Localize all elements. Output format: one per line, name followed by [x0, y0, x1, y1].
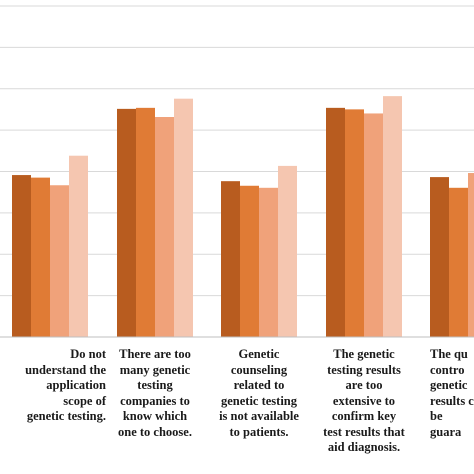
bar [364, 113, 383, 337]
category-label: Do not understand the application scope … [25, 347, 106, 423]
bar [174, 98, 193, 338]
bar [468, 173, 474, 337]
bar [383, 96, 402, 337]
bar [430, 177, 449, 337]
bar [278, 165, 297, 337]
bar [136, 107, 155, 337]
bar [449, 187, 468, 337]
bar [50, 185, 69, 337]
category-label: There are too many genetic testing compa… [118, 347, 192, 439]
category-label: The genetic testing results are too exte… [323, 347, 405, 454]
bar [259, 187, 278, 337]
category-label: Genetic counseling related to genetic te… [219, 347, 299, 439]
bar [240, 185, 259, 337]
bar [155, 117, 174, 338]
bar [31, 177, 50, 337]
bar [117, 108, 136, 337]
bar [326, 107, 345, 337]
bar [12, 175, 31, 337]
bar [221, 181, 240, 337]
bar [345, 109, 364, 338]
bars [12, 96, 474, 338]
bar [69, 155, 88, 337]
category-label: The qu contro genetic results c be guara [430, 347, 474, 439]
